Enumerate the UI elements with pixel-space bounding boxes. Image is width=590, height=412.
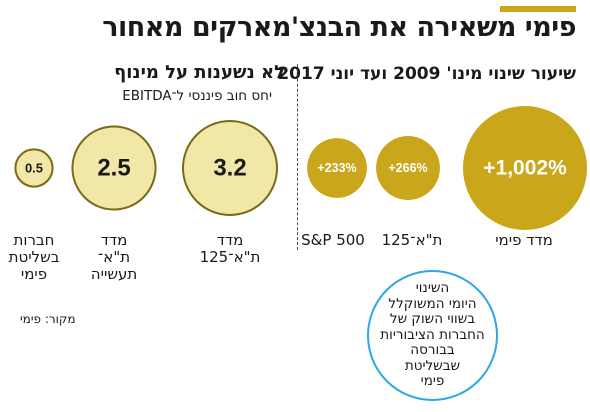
right-bubble-1: [376, 136, 440, 200]
left-value-label-0: 3.2: [213, 155, 246, 182]
caption-fimi-companies: חברות בשליטת פימי: [9, 232, 60, 283]
caption-line: מדד פימי: [495, 231, 553, 249]
caption-line: S&P 500: [301, 231, 365, 249]
left-panel-note: יחס חוב פיננסי ל־EBITDA: [122, 88, 272, 104]
caption-fimi-index: מדד פימי: [495, 232, 553, 249]
caption-ta125-right: ת"א־125: [382, 232, 443, 249]
caption-line: תעשייה: [90, 265, 138, 283]
callout-line: בבורסה: [410, 342, 455, 359]
callout-line: השינוי: [415, 280, 450, 297]
left-bubble-1: [71, 125, 157, 211]
callout-line: בשווי השוק של: [389, 311, 476, 328]
callout-line: היומי המשוקלל: [388, 295, 477, 312]
title-accent-bar: [500, 6, 576, 12]
left-bubble-0: [182, 120, 278, 216]
right-bubble-0: [463, 106, 587, 230]
callout-circle: השינוי היומי המשוקלל בשווי השוק של החברו…: [367, 270, 498, 401]
callout-line: שבשליטת: [404, 357, 461, 374]
caption-line: מדד: [100, 231, 128, 249]
right-panel-heading: שיעור שינוי מינו' 2009 ועד יוני 2017: [277, 64, 576, 84]
caption-line: חברות: [13, 231, 55, 249]
caption-line: בשליטת: [8, 248, 60, 266]
right-value-label-1: +266%: [388, 161, 427, 175]
callout-text: השינוי היומי המשוקלל בשווי השוק של החברו…: [373, 281, 493, 390]
callout-line: החברות הציבוריות: [380, 326, 485, 343]
source-note: מקור: פימי: [20, 312, 76, 326]
left-value-label-2: 0.5: [25, 161, 43, 176]
caption-line: מדד: [216, 231, 244, 249]
left-bubble-2: [14, 148, 54, 188]
page-title: פימי משאירה את הבנצ'מארקים מאחור: [102, 12, 576, 43]
right-bubble-2: [307, 138, 367, 198]
caption-line: ת"א־125: [381, 231, 443, 249]
caption-line: ת"א־: [97, 248, 131, 266]
caption-sp500: S&P 500: [301, 232, 365, 249]
panel-divider: [297, 64, 298, 250]
right-value-label-0: +1,002%: [483, 157, 567, 180]
left-value-label-1: 2.5: [97, 155, 130, 182]
right-value-label-2: +233%: [317, 161, 356, 175]
caption-line: ת"א־125: [199, 248, 261, 266]
caption-ta125-left: מדד ת"א־125: [200, 232, 261, 266]
caption-ta-industry: מדד ת"א־ תעשייה: [91, 232, 137, 283]
callout-line: פימי: [420, 373, 445, 390]
left-panel-heading: לא נשענות על מינוף: [114, 62, 285, 83]
caption-line: פימי: [20, 265, 48, 283]
